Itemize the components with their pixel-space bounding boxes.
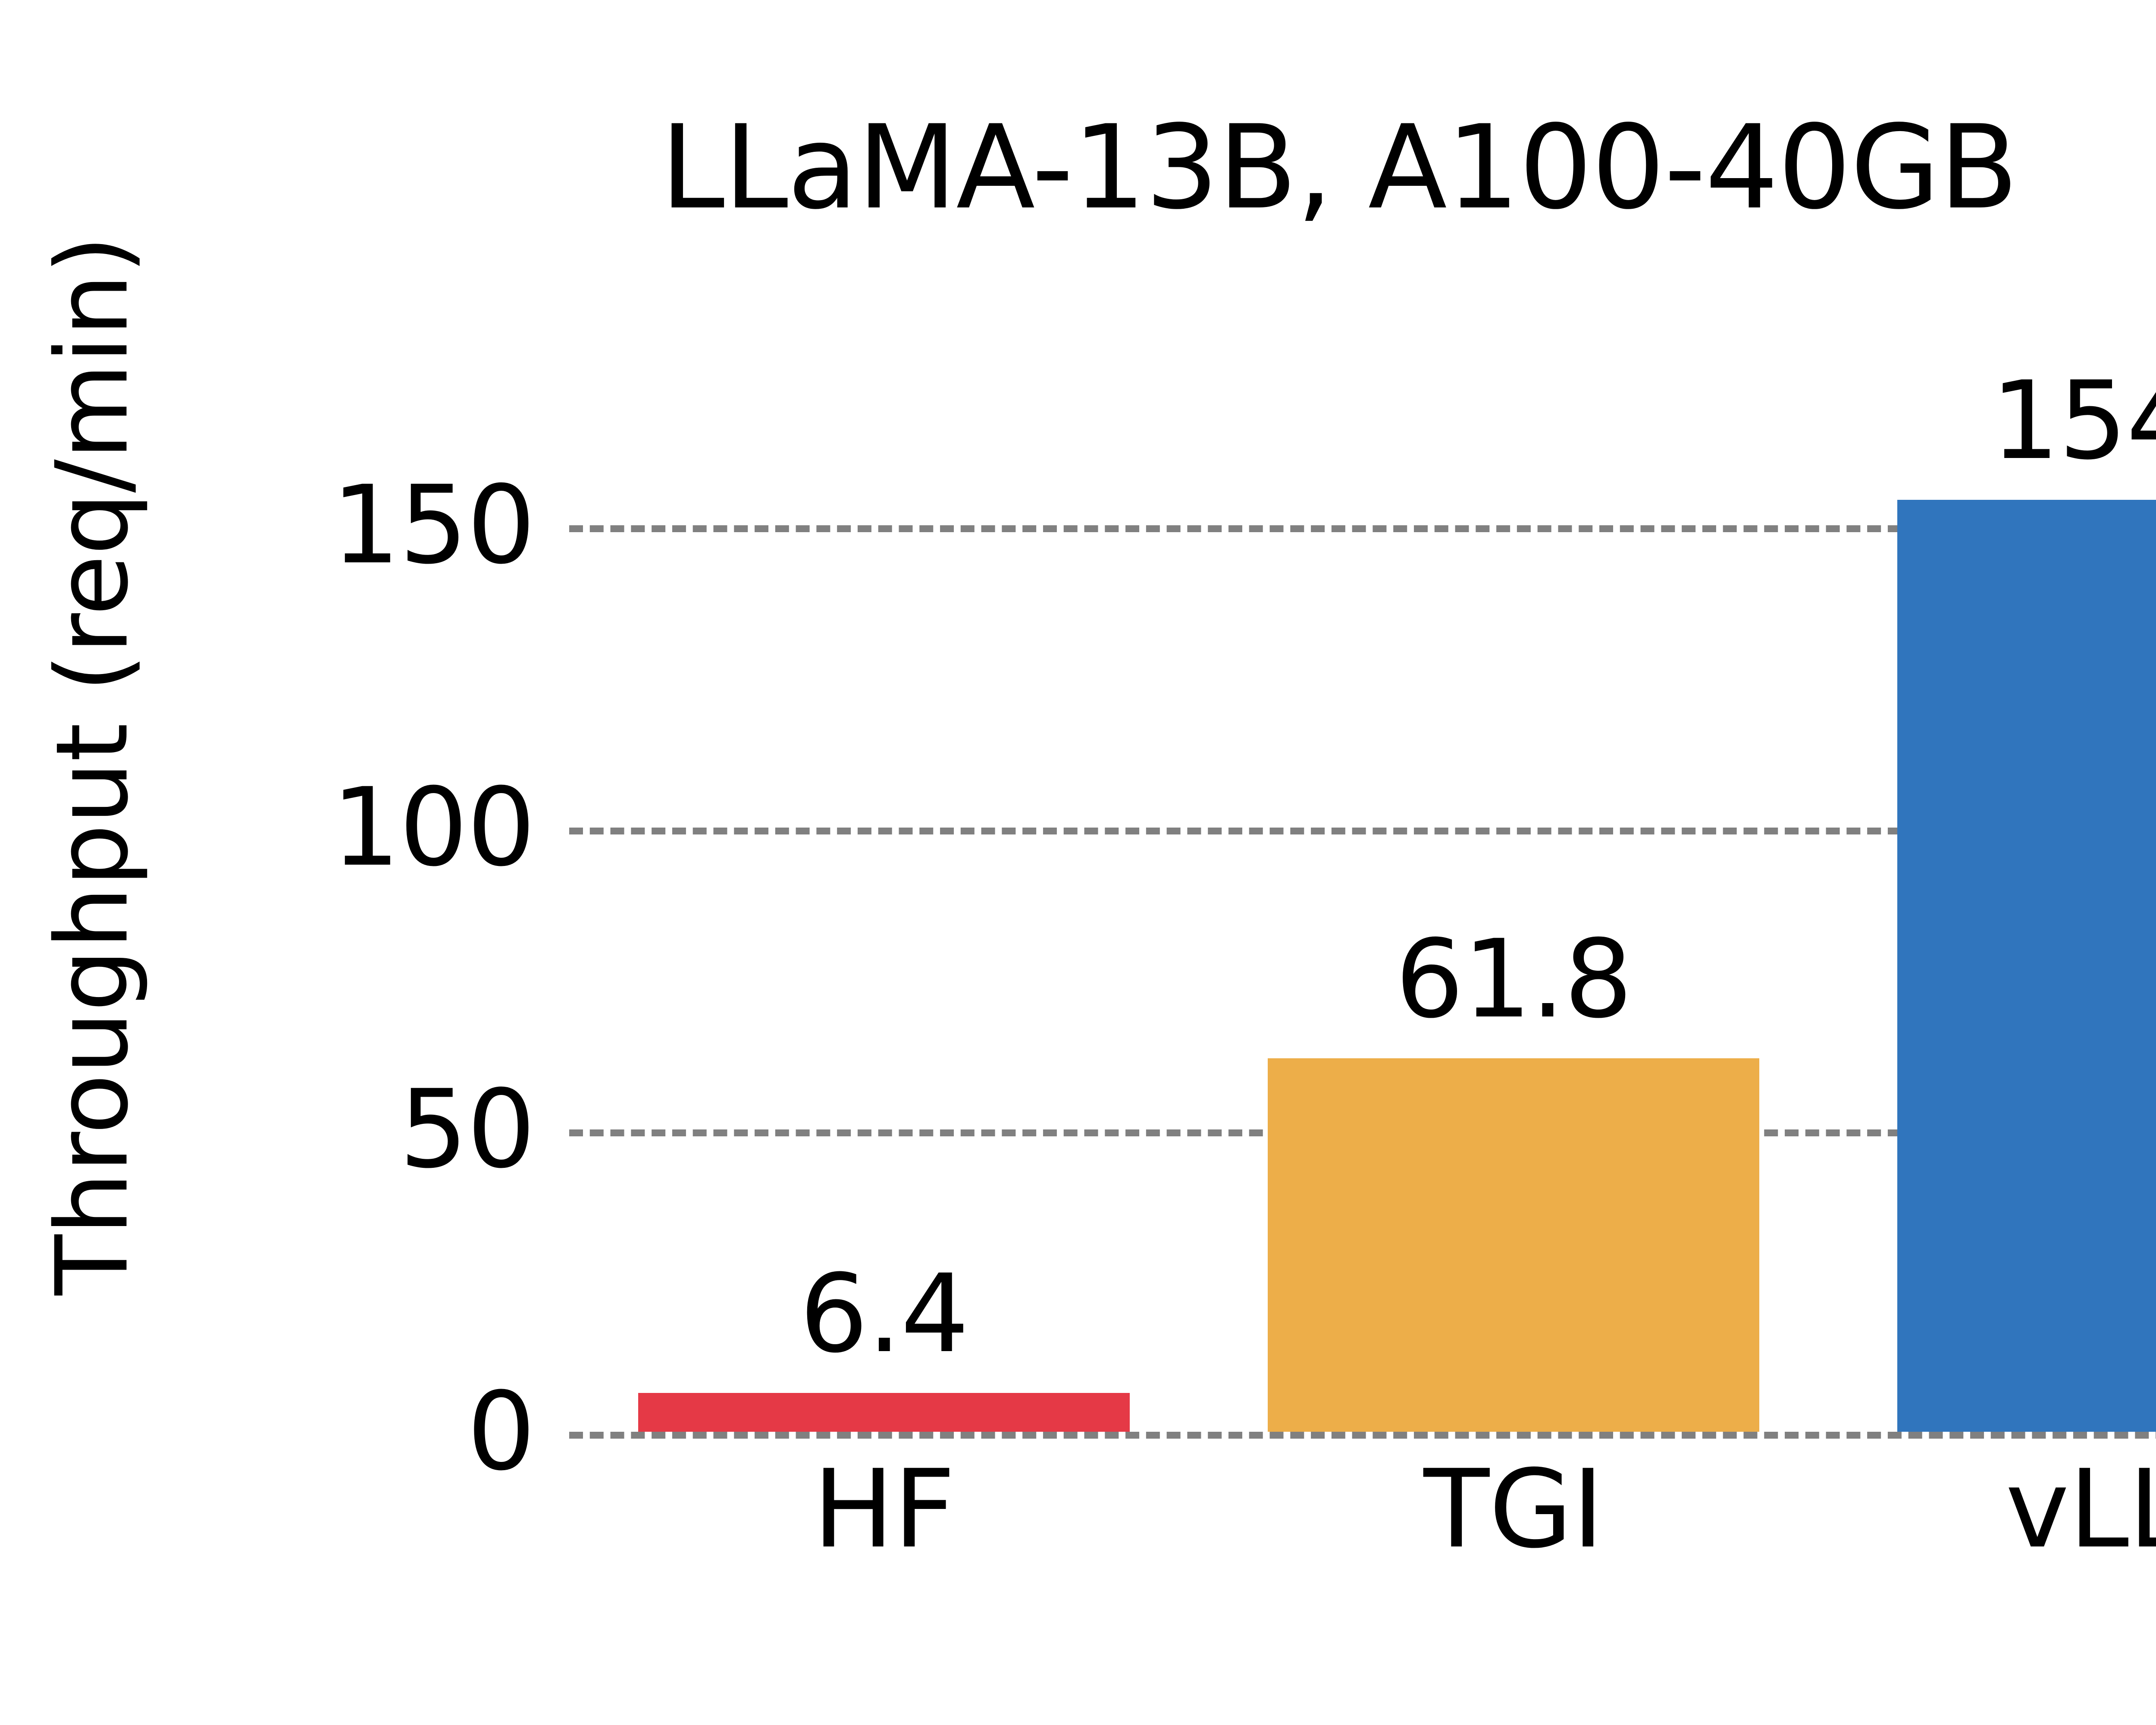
plot-area: 6.4 61.8 154.2 [569,367,2156,1439]
y-axis-label-container: Throughput (req/min) [0,0,185,1531]
gridline [569,525,2156,532]
bar-value-label-hf: 6.4 [799,1251,969,1377]
bar-group-vllm: 154.2 [1897,367,2156,1432]
y-axis-tick-label: 100 [331,764,536,890]
x-axis-tick-label-vllm: vLLM [2005,1446,2156,1572]
bar-value-label-vllm: 154.2 [1991,358,2156,484]
bar-vllm[interactable] [1897,500,2156,1432]
bar-group-tgi: 61.8 [1268,525,1759,1432]
bar-group-hf: 6.4 [638,525,1130,1432]
bar-tgi[interactable] [1268,1058,1759,1432]
chart-title: LLaMA-13B, A100-40GB [660,100,2018,235]
gridline [569,1432,2156,1439]
y-axis-tick-label: 50 [399,1066,536,1192]
y-axis-tick-label: 150 [331,462,536,588]
y-axis-label: Throughput (req/min) [35,235,150,1295]
x-axis-tick-label-tgi: TGI [1423,1446,1604,1572]
gridline [569,827,2156,834]
bar-hf[interactable] [638,1393,1130,1432]
bar-value-label-tgi: 61.8 [1395,916,1633,1042]
bars-container: 6.4 61.8 154.2 [569,367,2156,1432]
x-axis-tick-label-hf: HF [813,1446,956,1572]
y-axis-tick-label: 0 [467,1369,536,1494]
